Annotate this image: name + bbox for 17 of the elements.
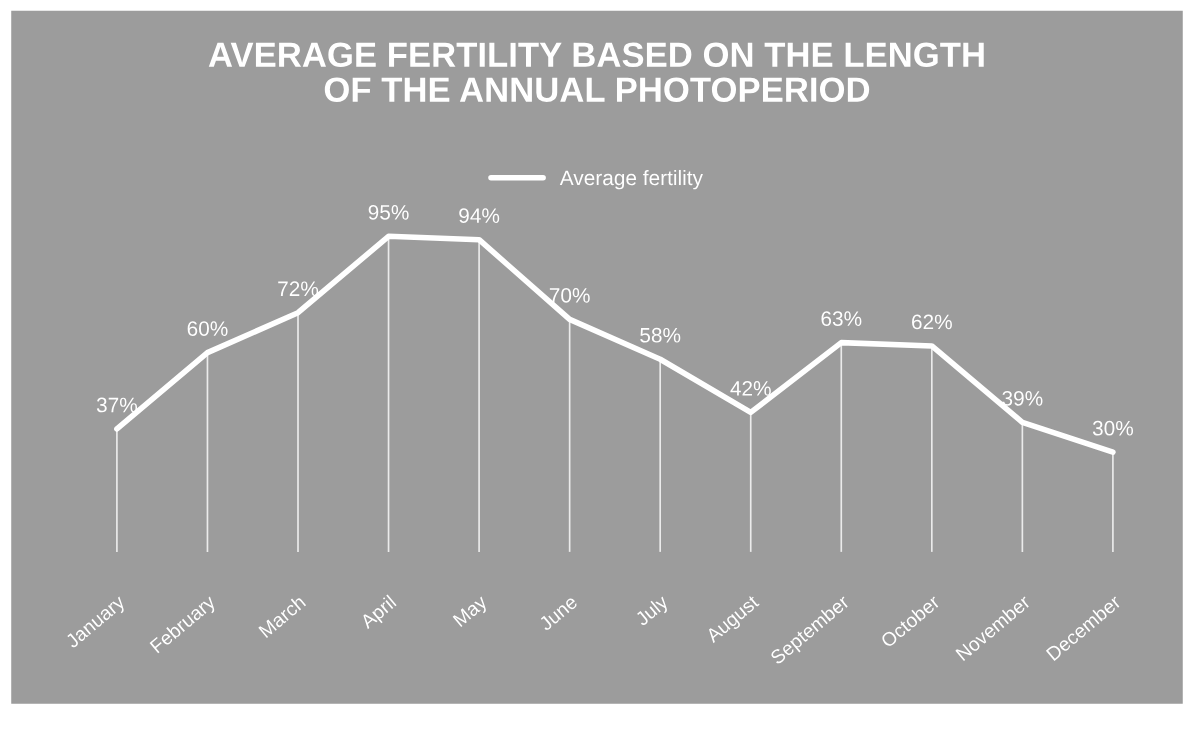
data-label: 63% xyxy=(821,311,862,326)
x-tick-label: May xyxy=(452,594,491,631)
data-label: 95% xyxy=(368,204,409,220)
data-label: 72% xyxy=(278,281,319,297)
data-label: 60% xyxy=(187,321,228,336)
chart-title: AVERAGE FERTILITY BASED ON THE LENGTH OF THE ANNUAL PHOTOPERIOD xyxy=(208,42,984,102)
data-label: 58% xyxy=(640,327,681,343)
data-label: 37% xyxy=(96,397,138,413)
data-label: 30% xyxy=(1092,420,1134,436)
data-label: 70% xyxy=(549,288,590,303)
data-label: 42% xyxy=(730,381,771,396)
x-tick-label: June xyxy=(538,594,579,632)
data-label: 62% xyxy=(912,314,952,330)
data-label: 39% xyxy=(1002,390,1043,406)
data-label: 94% xyxy=(459,208,500,224)
legend-label: Average fertility xyxy=(559,169,703,190)
x-tick-label: July xyxy=(633,593,672,630)
